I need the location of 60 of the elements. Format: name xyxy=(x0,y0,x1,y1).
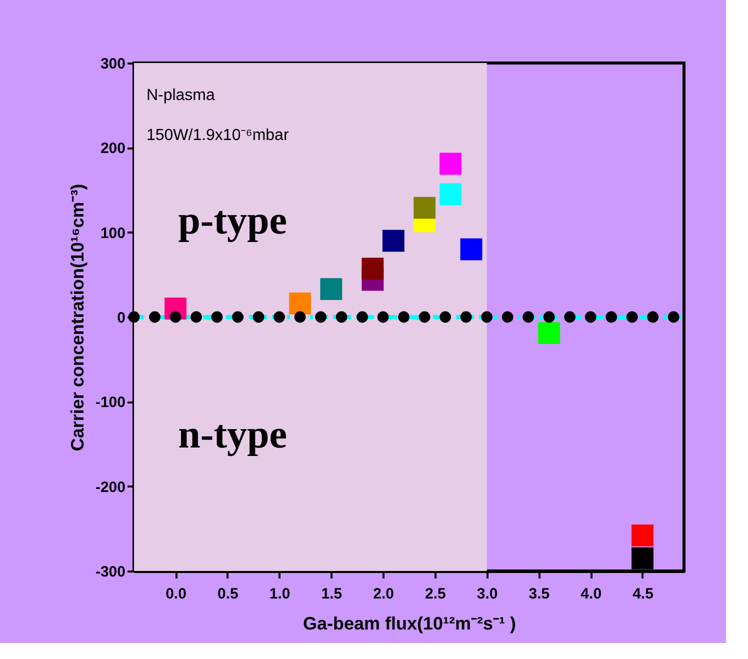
y-tick-label: -100 xyxy=(95,394,126,412)
x-tick-label: 1.5 xyxy=(321,586,342,602)
point xyxy=(382,230,404,252)
x-tick-label: 3.0 xyxy=(476,586,498,602)
point xyxy=(460,238,482,260)
point xyxy=(460,311,472,323)
point xyxy=(440,152,462,175)
point xyxy=(149,311,160,323)
point xyxy=(668,311,680,323)
point xyxy=(294,311,306,323)
point xyxy=(356,311,368,323)
x-tick-label: 3.5 xyxy=(528,586,550,602)
point xyxy=(274,311,285,323)
y-tick-label: -200 xyxy=(95,478,126,496)
y-tick-label: 100 xyxy=(100,224,126,242)
point xyxy=(481,311,493,323)
point xyxy=(315,311,326,323)
x-axis-title: Ga-beam flux(10¹²m⁻²s⁻¹ ) xyxy=(302,614,516,634)
point xyxy=(377,311,389,323)
point xyxy=(232,311,244,323)
point xyxy=(538,322,560,344)
point xyxy=(440,183,462,206)
point xyxy=(522,311,534,323)
x-tick-label: 0.5 xyxy=(217,586,238,602)
point xyxy=(418,311,430,323)
x-tick-label: 4.5 xyxy=(632,586,654,602)
point xyxy=(289,292,311,314)
annotation: p-type xyxy=(178,197,288,242)
y-tick-label: -300 xyxy=(95,564,126,580)
point xyxy=(584,311,596,323)
point xyxy=(502,311,514,323)
point xyxy=(398,311,410,323)
x-tick-label: 0.0 xyxy=(166,586,186,602)
point xyxy=(543,311,555,323)
annotation: n-type xyxy=(178,412,288,457)
point xyxy=(362,258,384,280)
point xyxy=(626,311,638,323)
annotation: 150W/1.9x10⁻⁶mbar xyxy=(146,126,290,144)
point xyxy=(170,311,182,323)
point xyxy=(647,311,659,323)
point xyxy=(128,311,140,323)
y-tick-label: 200 xyxy=(100,140,126,158)
x-tick-label: 1.0 xyxy=(269,586,290,602)
x-tick-label: 2.0 xyxy=(373,586,394,602)
y-tick-label: 0 xyxy=(117,310,126,326)
annotation: N-plasma xyxy=(146,87,216,104)
x-tick-label: 2.5 xyxy=(425,586,446,602)
point xyxy=(252,311,264,323)
point xyxy=(414,196,436,219)
point xyxy=(190,311,202,323)
x-tick-label: 4.0 xyxy=(580,586,602,602)
y-tick-label: 300 xyxy=(100,56,126,72)
point xyxy=(564,311,576,323)
y-axis-title: Carrier concentration(10¹⁶cm⁻³) xyxy=(67,184,88,452)
point xyxy=(211,311,223,323)
point xyxy=(606,311,618,323)
point xyxy=(632,524,654,546)
point xyxy=(440,311,452,323)
point xyxy=(336,311,348,323)
point xyxy=(320,278,342,300)
